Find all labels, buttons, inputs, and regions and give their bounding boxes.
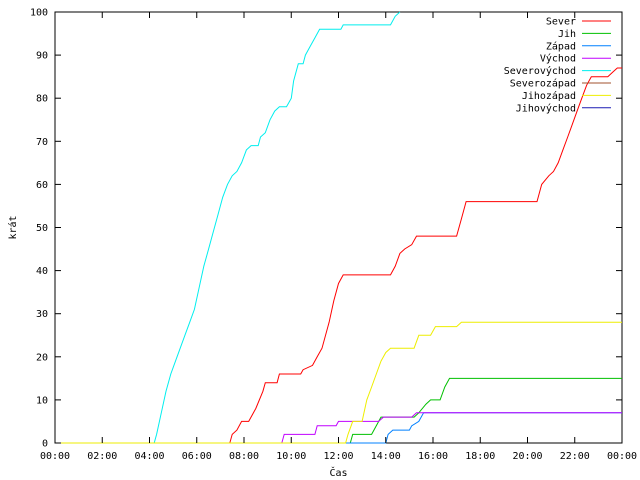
x-tick-label: 02:00 (87, 451, 117, 462)
x-tick-label: 06:00 (182, 451, 212, 462)
x-tick-label: 00:00 (40, 451, 70, 462)
y-tick-label: 10 (36, 395, 48, 406)
legend-label: Východ (540, 53, 576, 65)
series-line (55, 67, 622, 444)
legend-label: Jih (558, 29, 576, 40)
y-tick-label: 20 (36, 352, 48, 363)
legend-label: Západ (546, 40, 576, 52)
y-tick-label: 50 (36, 223, 48, 234)
x-tick-label: 22:00 (560, 451, 590, 462)
y-tick-label: 70 (36, 137, 48, 148)
y-axis-ticks: 0 10 20 30 40 50 60 70 80 90 100 (30, 8, 622, 450)
x-axis-label: Čas (329, 466, 347, 479)
x-tick-label: 20:00 (512, 451, 542, 462)
legend-label: Severovýchod (504, 65, 576, 77)
series-line (55, 377, 622, 444)
y-tick-label: 60 (36, 180, 48, 191)
legend-label: Severozápad (510, 78, 576, 90)
x-tick-label: 18:00 (465, 451, 495, 462)
series-line (55, 412, 622, 444)
x-tick-label: 04:00 (134, 451, 164, 462)
x-axis-ticks: 00:00 02:00 04:00 06:00 08:00 10:00 12:00 14:00… (40, 12, 637, 462)
x-tick-label: 08:00 (229, 451, 259, 462)
y-axis-label: krát (7, 215, 19, 239)
y-tick-label: 90 (36, 51, 48, 62)
legend: SeverJihZápadVýchodSeverovýchodSeverozáp… (504, 17, 611, 114)
x-tick-label: 10:00 (276, 451, 306, 462)
x-tick-label: 16:00 (418, 451, 448, 462)
legend-label: Sever (546, 17, 576, 28)
series-line (55, 11, 401, 444)
series-line (55, 412, 622, 444)
x-tick-label: 12:00 (323, 451, 353, 462)
legend-label: Jihozápad (522, 90, 576, 102)
legend-label: Jihovýchod (516, 102, 576, 114)
y-tick-label: 100 (30, 8, 48, 19)
y-tick-label: 80 (36, 94, 48, 105)
x-tick-label: 14:00 (371, 451, 401, 462)
x-tick-label: 00:00 (607, 451, 637, 462)
y-tick-label: 40 (36, 266, 48, 277)
series-group (55, 11, 622, 444)
series-line (55, 321, 622, 444)
y-tick-label: 0 (42, 439, 48, 450)
y-tick-label: 30 (36, 309, 48, 320)
